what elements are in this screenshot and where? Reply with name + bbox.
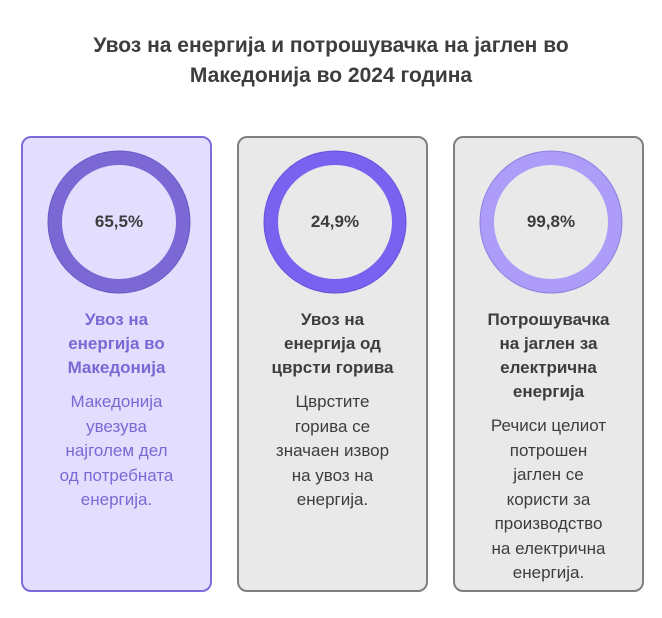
desc-line: енергија.	[296, 490, 369, 509]
ring-99-icon	[479, 150, 623, 294]
desc-line: на увоз на	[291, 465, 374, 485]
desc-line: потрошен	[509, 440, 588, 460]
desc-line: производство	[494, 514, 603, 533]
card-energy-import: 65,5% Увоз на енергија во Македонија Мак…	[21, 136, 212, 592]
desc-line: користи за	[506, 489, 591, 509]
heading-line: електрична	[500, 358, 597, 377]
percentage-value: 24,9%	[310, 212, 360, 231]
card-coal-consumption: 99,8% Потрошувачка на јаглен за електрич…	[453, 136, 644, 592]
percentage-value: 99,8%	[526, 212, 576, 231]
card-heading: Увоз на енергија од цврсти горива	[247, 308, 418, 380]
desc-line: увезува	[86, 416, 147, 436]
ring-24-icon	[263, 150, 407, 294]
desc-line: енергија.	[512, 563, 585, 582]
desc-line: јаглен се	[513, 465, 584, 484]
heading-line: Увоз на	[84, 310, 149, 329]
card-heading: Потрошувачка на јаглен за електрична ене…	[463, 308, 634, 404]
desc-line: Цврстите	[295, 392, 370, 411]
desc-line: горива се	[294, 416, 371, 436]
desc-line: значаен извор	[275, 441, 390, 460]
heading-line: енергија од	[284, 334, 381, 353]
heading-line: енергија	[512, 382, 585, 401]
desc-line: на електрична	[491, 538, 606, 558]
page-title: Увоз на енергија и потрошувачка на јагле…	[0, 31, 662, 91]
heading-line: Македонија	[67, 358, 166, 377]
desc-line: енергија.	[80, 490, 153, 509]
card-solid-fuels: 24,9% Увоз на енергија од цврсти горива …	[237, 136, 428, 592]
percentage-value: 65,5%	[94, 212, 144, 231]
card-heading: Увоз на енергија во Македонија	[31, 308, 202, 380]
heading-line: енергија во	[68, 334, 165, 353]
card-description: Цврстите горива се значаен извор на увоз…	[245, 390, 420, 513]
title-line-1: Увоз на енергија и потрошувачка на јагле…	[93, 34, 569, 57]
desc-line: Македонија	[70, 392, 163, 411]
heading-line: Увоз на	[300, 310, 365, 329]
title-line-2: Македонија во 2024 година	[189, 64, 473, 87]
heading-line: Потрошувачка	[487, 310, 610, 329]
card-description: Македонија увезува најголем дел од потре…	[29, 390, 204, 513]
desc-line: од потребната	[59, 465, 174, 485]
heading-line: на јаглен за	[499, 334, 598, 353]
ring-65-icon	[47, 150, 191, 294]
desc-line: најголем дел	[65, 441, 168, 460]
heading-line: цврсти горива	[271, 358, 394, 377]
desc-line: Речиси целиот	[490, 416, 607, 435]
card-description: Речиси целиот потрошен јаглен се користи…	[461, 414, 636, 586]
